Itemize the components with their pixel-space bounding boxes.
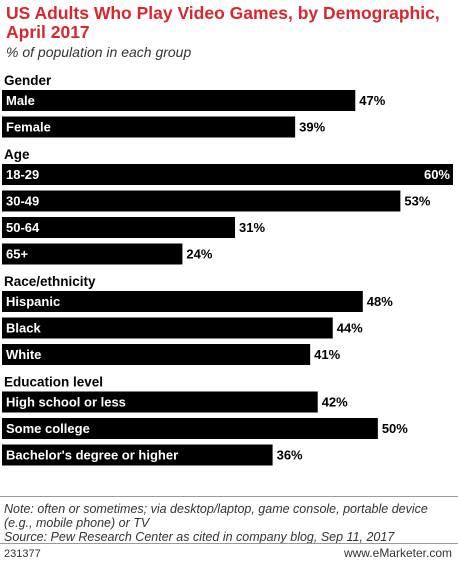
bar xyxy=(2,217,236,238)
value-label: 47% xyxy=(359,93,385,108)
value-label: 53% xyxy=(404,194,430,209)
chart-note: Note: often or sometimes; via desktop/la… xyxy=(4,502,428,544)
category-label: 50-64 xyxy=(6,220,40,235)
value-label: 41% xyxy=(314,347,340,362)
value-label: 39% xyxy=(299,120,325,135)
group-header: Education level xyxy=(4,375,103,390)
category-label: 30-49 xyxy=(6,194,39,209)
brand-label: www.eMarketer.com xyxy=(343,546,452,560)
bar xyxy=(2,190,401,212)
top-rule xyxy=(0,496,458,497)
category-label: High school or less xyxy=(6,395,126,410)
group-header: Race/ethnicity xyxy=(4,274,96,289)
bar xyxy=(2,243,183,265)
bar xyxy=(2,164,453,185)
value-label: 44% xyxy=(337,321,363,336)
category-label: White xyxy=(6,347,41,362)
value-label: 24% xyxy=(186,247,212,262)
group-header: Age xyxy=(4,147,30,162)
category-label: 18-29 xyxy=(6,167,39,182)
bar xyxy=(2,291,363,312)
bar xyxy=(2,418,378,439)
value-label: 50% xyxy=(382,421,408,436)
bar xyxy=(2,344,311,365)
group-header: Gender xyxy=(4,73,52,88)
bar xyxy=(2,116,296,138)
value-label: 60% xyxy=(424,167,450,182)
chart-id: 231377 xyxy=(4,548,41,560)
bar xyxy=(2,444,273,466)
bottom-rule xyxy=(0,543,458,544)
value-label: 36% xyxy=(277,448,303,463)
chart-title: US Adults Who Play Video Games, by Demog… xyxy=(6,3,440,42)
category-label: Black xyxy=(6,321,41,336)
value-label: 48% xyxy=(367,294,393,309)
bar xyxy=(2,90,356,111)
category-label: Some college xyxy=(6,421,90,436)
bar xyxy=(2,391,318,413)
category-label: Male xyxy=(6,93,35,108)
value-label: 42% xyxy=(322,395,348,410)
chart-subtitle: % of population in each group xyxy=(6,44,192,60)
category-label: Hispanic xyxy=(6,294,60,309)
category-label: Bachelor's degree or higher xyxy=(6,448,178,463)
category-label: 65+ xyxy=(6,247,28,262)
value-label: 31% xyxy=(239,220,265,235)
bar xyxy=(2,317,333,339)
category-label: Female xyxy=(6,120,51,135)
